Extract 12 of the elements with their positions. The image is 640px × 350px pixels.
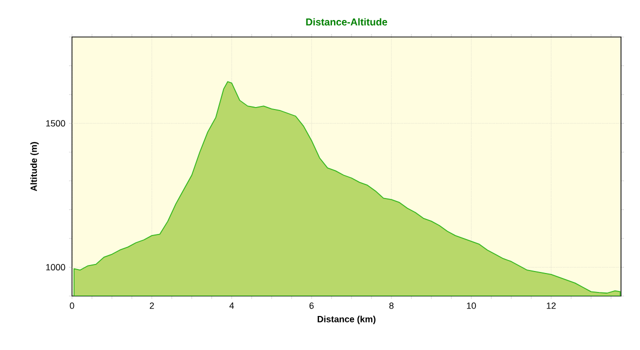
x-tick-label: 0	[70, 302, 74, 309]
x-tick-label: 6	[310, 302, 314, 309]
x-tick-label: 4	[229, 302, 234, 309]
x-tick-label: 2	[150, 302, 154, 309]
y-tick-label: 1000	[46, 264, 66, 270]
y-tick-label: 1500	[46, 120, 66, 127]
x-axis-title: Distance (km)	[318, 316, 376, 324]
y-axis-title: Altitude (m)	[30, 142, 39, 192]
x-tick-label: 8	[389, 302, 394, 309]
x-tick-label: 12	[546, 302, 556, 309]
chart-title: Distance-Altitude	[306, 18, 388, 26]
x-tick-label: 10	[466, 302, 476, 309]
